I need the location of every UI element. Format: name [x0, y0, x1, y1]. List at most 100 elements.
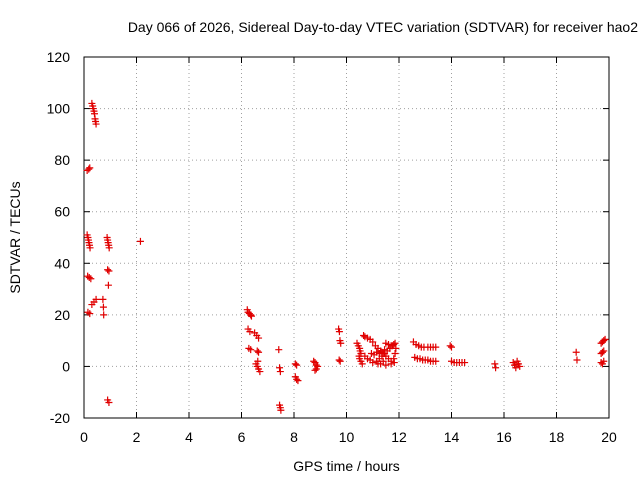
data-point-0-21 — [86, 310, 94, 318]
data-point-0-50 — [247, 346, 255, 354]
data-point-0-68 — [294, 377, 302, 385]
data-point-0-130 — [391, 350, 399, 358]
data-point-0-26 — [99, 303, 107, 311]
tick-labels: 0 2 4 6 8 10 12 14 16 18 20 -20 0 20 40 60 80 100 120 — [47, 49, 617, 445]
data-point-0-52 — [255, 348, 263, 356]
y-tick-label-100: 100 — [47, 101, 71, 117]
data-point-0-38 — [136, 237, 144, 245]
chart-title: Day 066 of 2026, Sidereal Day-to-day VTE… — [128, 19, 638, 35]
data-point-0-24 — [92, 295, 100, 303]
data-point-0-114 — [387, 360, 395, 368]
grid-lines — [84, 57, 609, 418]
data-point-0-69 — [310, 357, 318, 365]
y-tick-label-0: 0 — [62, 358, 70, 374]
x-tick-label-12: 12 — [391, 429, 407, 445]
data-point-0-76 — [335, 328, 343, 336]
data-point-0-121 — [374, 360, 382, 368]
data-point-0-163 — [512, 364, 520, 372]
x-tick-label-14: 14 — [444, 429, 460, 445]
x-tick-label-4: 4 — [185, 429, 193, 445]
data-point-0-158 — [461, 359, 469, 367]
data-points — [83, 99, 609, 414]
data-point-0-122 — [379, 357, 387, 365]
data-point-0-2 — [86, 164, 94, 172]
x-tick-label-0: 0 — [80, 429, 88, 445]
data-point-0-19 — [87, 275, 95, 283]
x-tick-label-2: 2 — [133, 429, 141, 445]
data-point-0-73 — [311, 366, 319, 374]
data-point-0-90 — [360, 331, 368, 339]
data-point-0-48 — [255, 334, 263, 342]
data-point-0-60 — [276, 368, 284, 376]
y-tick-label-40: 40 — [54, 255, 70, 271]
data-point-0-174 — [598, 348, 606, 356]
data-point-0-25 — [99, 295, 107, 303]
data-point-0-16 — [86, 244, 94, 252]
data-point-0-58 — [275, 346, 283, 354]
data-point-0-178 — [600, 357, 608, 365]
data-point-0-80 — [336, 357, 344, 365]
data-point-0-10 — [92, 120, 100, 128]
data-point-0-67 — [293, 375, 301, 383]
y-tick-label-80: 80 — [54, 152, 70, 168]
data-point-0-89 — [358, 360, 366, 368]
data-point-0-132 — [390, 359, 398, 367]
data-point-0-64 — [291, 360, 299, 368]
data-point-0-78 — [337, 339, 345, 347]
data-point-0-57 — [254, 357, 262, 365]
y-tick-label-120: 120 — [47, 49, 71, 65]
data-point-0-146 — [432, 343, 440, 351]
data-point-0-167 — [572, 348, 580, 356]
data-point-0-33 — [104, 266, 112, 274]
data-point-0-65 — [293, 361, 301, 369]
x-tick-label-10: 10 — [339, 429, 355, 445]
data-point-0-152 — [448, 343, 455, 351]
data-point-0-74 — [312, 365, 320, 373]
data-point-0-171 — [600, 337, 608, 345]
data-point-0-34 — [105, 267, 113, 275]
x-axis-title: GPS time / hours — [293, 458, 400, 474]
data-point-0-168 — [573, 356, 581, 364]
data-point-0-150 — [432, 357, 440, 365]
data-point-0-42 — [247, 311, 255, 319]
data-point-0-94 — [369, 338, 377, 346]
data-point-0-45 — [246, 328, 254, 336]
data-point-0-35 — [104, 281, 112, 289]
data-point-0-18 — [85, 273, 93, 281]
y-axis-title: SDTVAR / TECUs — [7, 181, 23, 293]
data-point-0-175 — [600, 347, 608, 355]
y-tick-label-60: 60 — [54, 204, 70, 220]
x-tick-label-18: 18 — [549, 429, 565, 445]
x-tick-label-6: 6 — [238, 429, 246, 445]
data-point-0-51 — [253, 347, 261, 355]
data-point-0-32 — [105, 244, 113, 252]
data-point-0-120 — [369, 359, 377, 367]
data-point-0-151 — [446, 342, 454, 350]
data-point-0-1 — [85, 165, 93, 173]
y-tick-label-20: 20 — [54, 307, 70, 323]
data-point-0-56 — [256, 368, 264, 376]
data-point-0-113 — [382, 361, 390, 369]
plot-frame — [83, 56, 610, 419]
data-point-0-59 — [276, 364, 284, 372]
data-point-0-63 — [277, 406, 285, 414]
data-point-0-172 — [601, 335, 609, 343]
x-tick-label-16: 16 — [496, 429, 512, 445]
y-tick-label--20: -20 — [50, 410, 70, 426]
data-point-0-43 — [247, 312, 255, 320]
data-point-0-131 — [392, 344, 400, 352]
data-point-0-119 — [391, 339, 399, 347]
x-tick-label-8: 8 — [290, 429, 298, 445]
data-point-0-37 — [105, 399, 113, 407]
data-point-0-118 — [390, 341, 398, 349]
data-point-0-128 — [381, 346, 389, 354]
data-point-0-166 — [516, 362, 524, 370]
data-point-0-49 — [245, 344, 253, 352]
data-point-0-160 — [492, 364, 500, 372]
data-point-0-79 — [335, 356, 343, 364]
x-tick-label-20: 20 — [601, 429, 617, 445]
data-point-0-27 — [100, 311, 108, 319]
data-point-0-159 — [491, 360, 499, 368]
